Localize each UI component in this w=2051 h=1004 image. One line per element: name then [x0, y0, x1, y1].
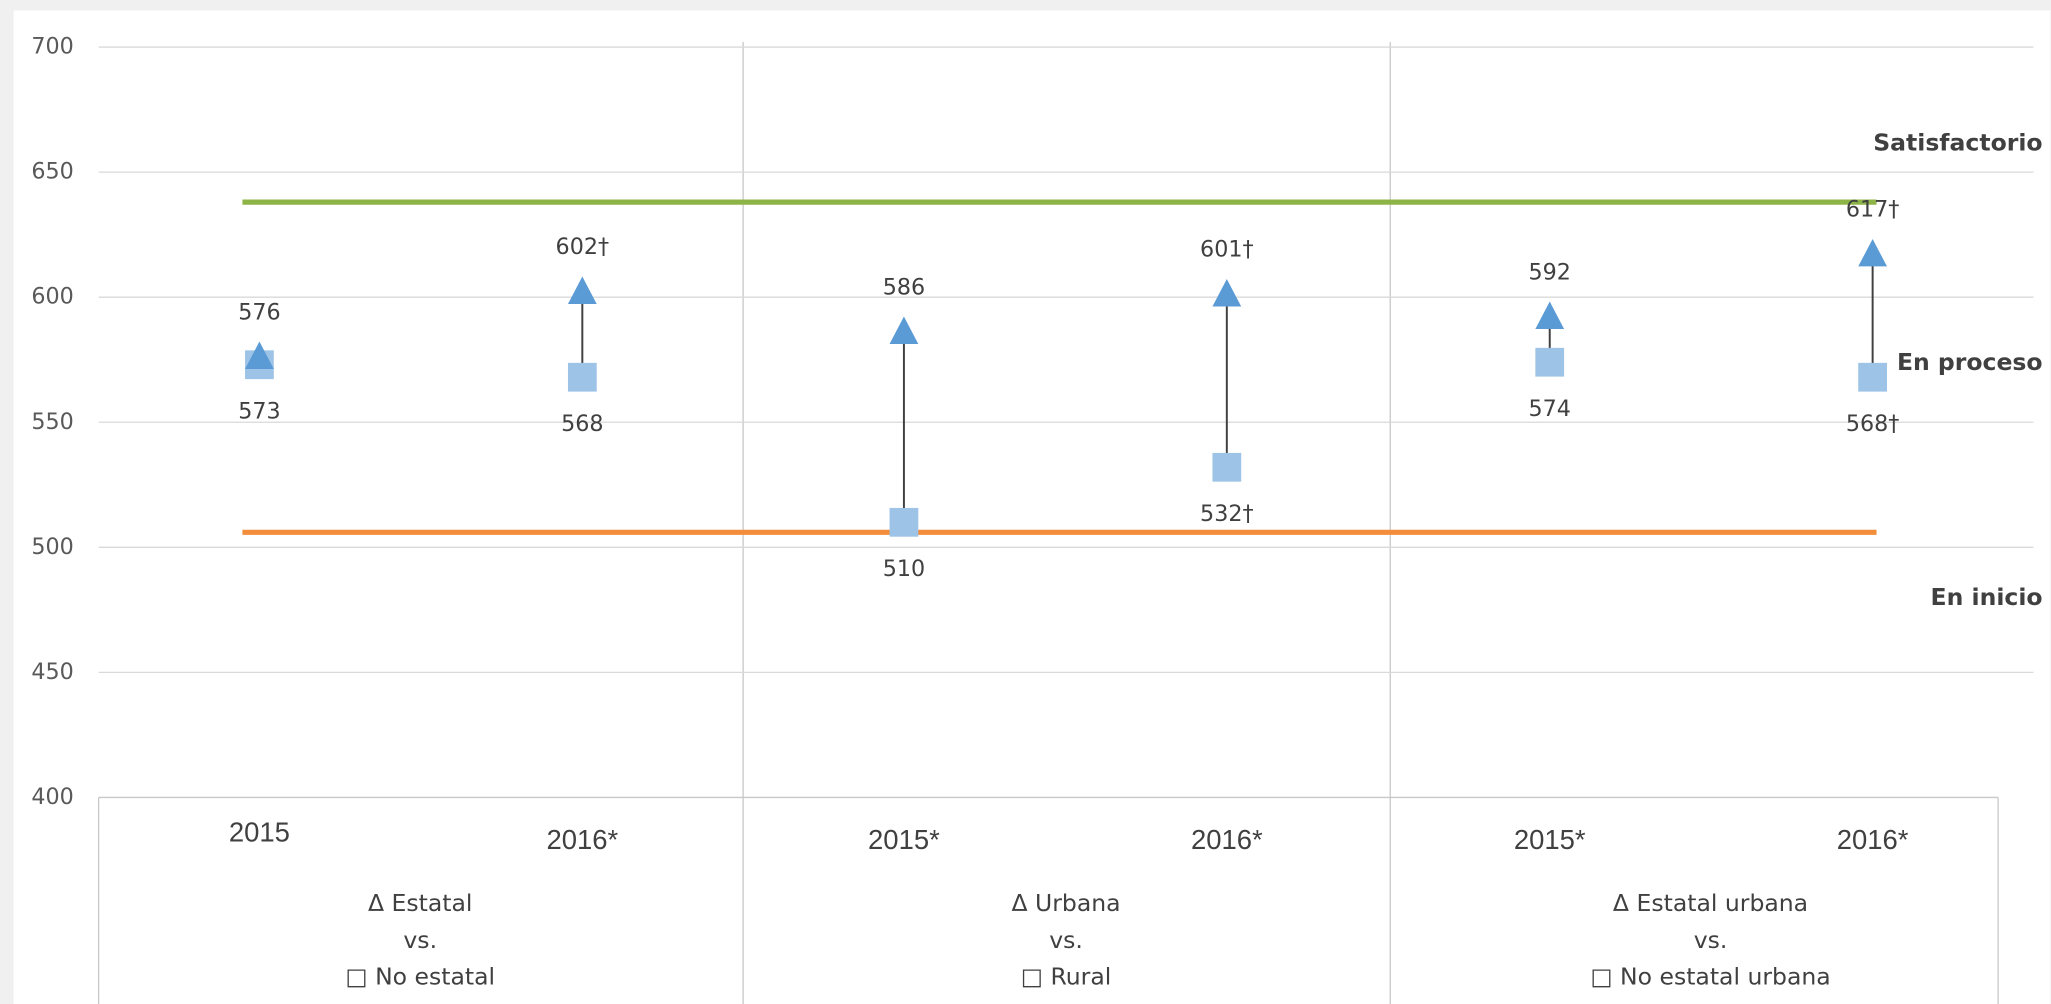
group-label: □ No estatal	[345, 962, 495, 990]
square-marker	[1535, 347, 1565, 377]
zone-label: En inicio	[1931, 583, 2043, 611]
value-label: 532†	[1200, 501, 1254, 527]
y-tick-label: 600	[31, 284, 73, 310]
group-label: Δ Estatal urbana	[1613, 889, 1808, 917]
x-tick-label: 2015*	[1514, 824, 1586, 855]
value-label: 576	[238, 299, 280, 325]
triangle-marker	[567, 276, 597, 304]
group-label: vs.	[403, 926, 437, 954]
triangle-marker	[1212, 279, 1242, 307]
x-tick-label: 2016*	[1837, 824, 1909, 855]
value-label: 574	[1529, 396, 1571, 422]
triangle-marker	[1535, 301, 1565, 329]
square-marker	[1212, 452, 1242, 482]
group-label: □ Rural	[1021, 962, 1112, 990]
x-tick-label: 2016*	[546, 824, 618, 855]
group-label: vs.	[1694, 926, 1728, 954]
square-marker	[1858, 362, 1888, 392]
triangle-marker	[1858, 238, 1888, 267]
y-tick-label: 400	[31, 784, 73, 810]
x-tick-label: 2016*	[1191, 824, 1263, 855]
x-tick-label: 2015	[229, 816, 290, 847]
triangle-marker	[889, 316, 919, 344]
group-label: Δ Urbana	[1011, 889, 1120, 917]
group-label: □ No estatal urbana	[1590, 962, 1830, 990]
value-label: 568	[561, 411, 603, 437]
y-tick-label: 650	[31, 159, 73, 185]
value-label: 568†	[1846, 411, 1900, 437]
y-tick-label: 700	[31, 34, 73, 60]
value-label: 617†	[1846, 197, 1900, 223]
value-label: 510	[883, 556, 925, 582]
value-label: 573	[238, 398, 280, 424]
group-label: Δ Estatal	[368, 889, 472, 917]
y-tick-label: 550	[31, 409, 73, 435]
zone-label: Satisfactorio	[1873, 128, 2042, 156]
value-label: 601†	[1200, 237, 1254, 263]
zone-label: En proceso	[1897, 348, 2043, 376]
value-label: 592	[1529, 259, 1571, 285]
plot-background	[13, 10, 2051, 1004]
y-tick-label: 450	[31, 659, 73, 685]
value-label: 602†	[556, 234, 610, 260]
group-label: vs.	[1049, 926, 1083, 954]
x-tick-label: 2015*	[868, 824, 940, 855]
y-tick-label: 500	[31, 534, 73, 560]
triangle-marker	[245, 341, 274, 369]
square-marker	[567, 362, 597, 392]
square-marker	[889, 507, 919, 537]
value-label: 586	[883, 274, 925, 300]
